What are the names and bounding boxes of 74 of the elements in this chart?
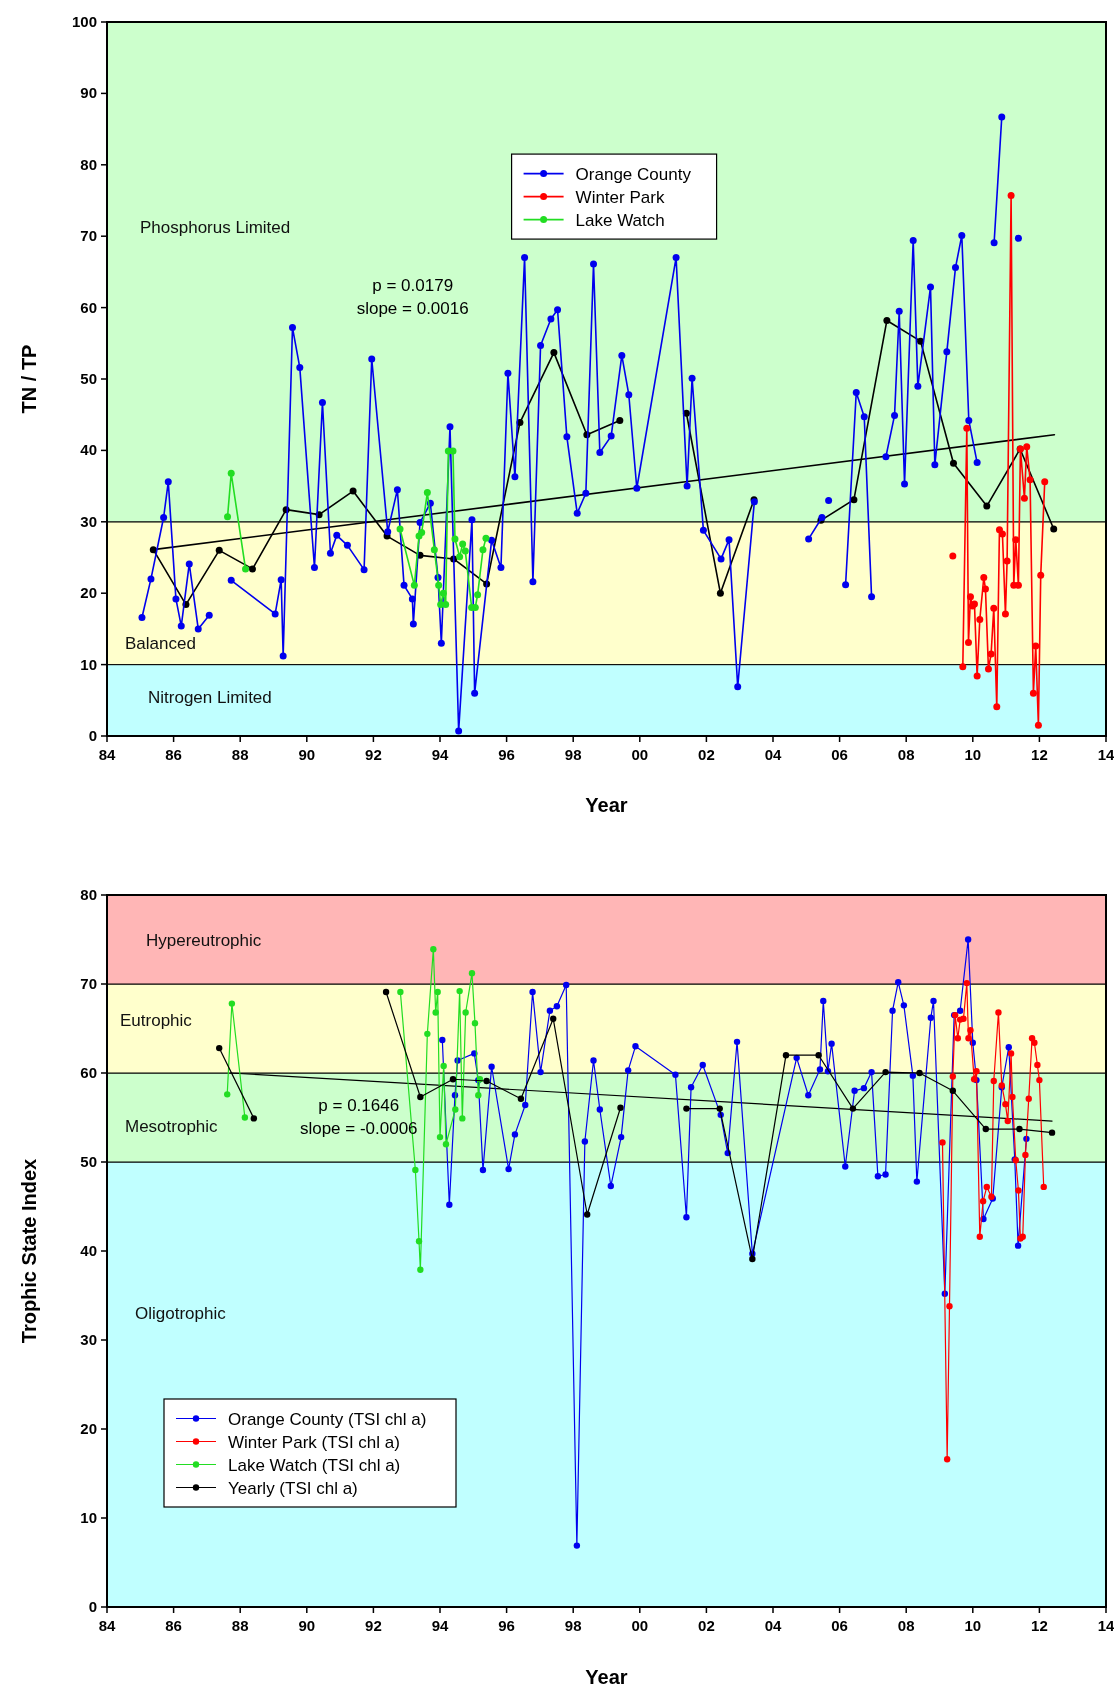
- band-label: Nitrogen Limited: [148, 687, 272, 707]
- y-tick-label: 100: [71, 13, 97, 30]
- x-tick-label: 00: [631, 1617, 649, 1634]
- legend-label: Orange County (TSI chl a): [228, 1409, 427, 1429]
- annotation: slope = -0.0006: [299, 1118, 418, 1138]
- x-tick-label: 92: [365, 1617, 382, 1634]
- y-tick-label: 0: [88, 727, 97, 744]
- x-tick-label: 84: [98, 1617, 116, 1634]
- band-label: Hypereutrophic: [146, 930, 262, 950]
- y-tick-label: 20: [80, 1420, 97, 1437]
- x-tick-label: 92: [365, 746, 382, 763]
- y-tick-label: 40: [80, 1242, 97, 1259]
- y-tick-label: 60: [80, 1064, 97, 1081]
- band-label: Phosphorus Limited: [140, 217, 291, 237]
- band-label: Eutrophic: [120, 1010, 193, 1030]
- legend-label: Yearly (TSI chl a): [228, 1478, 358, 1498]
- x-tick-label: 02: [698, 1617, 715, 1634]
- x-tick-label: 88: [231, 746, 249, 763]
- x-tick-label: 94: [431, 1617, 449, 1634]
- x-tick-label: 10: [964, 1617, 982, 1634]
- y-tick-label: 70: [80, 227, 97, 245]
- x-tick-label: 94: [431, 746, 449, 763]
- y-tick-label: 30: [80, 1331, 97, 1348]
- band-label: Oligotrophic: [135, 1304, 227, 1324]
- x-tick-label: 12: [1031, 1617, 1048, 1634]
- y-tick-label: 10: [80, 655, 97, 673]
- x-tick-label: 04: [764, 1617, 782, 1634]
- y-tick-label: 80: [80, 886, 97, 903]
- x-tick-label: 04: [764, 746, 782, 763]
- x-tick-label: 06: [831, 746, 848, 763]
- legend-label: Winter Park (TSI chl a): [228, 1432, 400, 1452]
- x-tick-label: 88: [231, 1617, 249, 1634]
- x-axis-title: Year: [585, 794, 628, 816]
- legend-label: Winter Park: [575, 187, 665, 207]
- y-tick-label: 90: [80, 84, 97, 102]
- x-tick-label: 06: [831, 1617, 848, 1634]
- x-tick-label: 02: [698, 746, 715, 763]
- x-tick-label: 86: [165, 1617, 182, 1634]
- x-tick-label: 98: [564, 746, 582, 763]
- x-tick-label: 00: [631, 746, 649, 763]
- annotation: slope = 0.0016: [356, 299, 469, 319]
- y-tick-label: 0: [88, 1598, 97, 1615]
- x-axis-title: Year: [585, 1666, 628, 1688]
- y-tick-label: 60: [80, 298, 97, 316]
- x-tick-label: 96: [498, 1617, 515, 1634]
- x-tick-label: 96: [498, 746, 515, 763]
- x-tick-label: 12: [1031, 746, 1048, 763]
- y-tick-label: 80: [80, 155, 97, 173]
- band-label: Mesotrophic: [125, 1117, 219, 1137]
- legend-label: Lake Watch: [575, 210, 665, 230]
- x-tick-label: 08: [897, 1617, 915, 1634]
- y-tick-label: 40: [80, 441, 97, 459]
- y-tick-label: 50: [80, 1153, 97, 1170]
- x-tick-label: 14: [1097, 746, 1114, 763]
- x-tick-label: 08: [897, 746, 915, 763]
- annotation: p = 0.0179: [372, 276, 454, 296]
- x-tick-label: 90: [298, 1617, 316, 1634]
- annotation: p = 0.1646: [318, 1095, 400, 1115]
- y-tick-label: 20: [80, 584, 97, 602]
- x-tick-label: 90: [298, 746, 316, 763]
- x-tick-label: 10: [964, 746, 982, 763]
- x-tick-label: 84: [98, 746, 116, 763]
- legend-label: Lake Watch (TSI chl a): [228, 1455, 401, 1475]
- y-tick-label: 70: [80, 975, 97, 992]
- x-tick-label: 98: [564, 1617, 582, 1634]
- y-tick-label: 10: [80, 1509, 97, 1526]
- y-axis-title: Trophic State Index: [18, 1158, 40, 1344]
- y-axis-title: TN / TP: [18, 344, 40, 414]
- band-label: Balanced: [125, 634, 196, 654]
- x-tick-label: 14: [1097, 1617, 1114, 1634]
- x-tick-label: 86: [165, 746, 182, 763]
- y-tick-label: 30: [80, 512, 97, 530]
- y-tick-label: 50: [80, 370, 97, 387]
- legend-label: Orange County: [575, 164, 692, 184]
